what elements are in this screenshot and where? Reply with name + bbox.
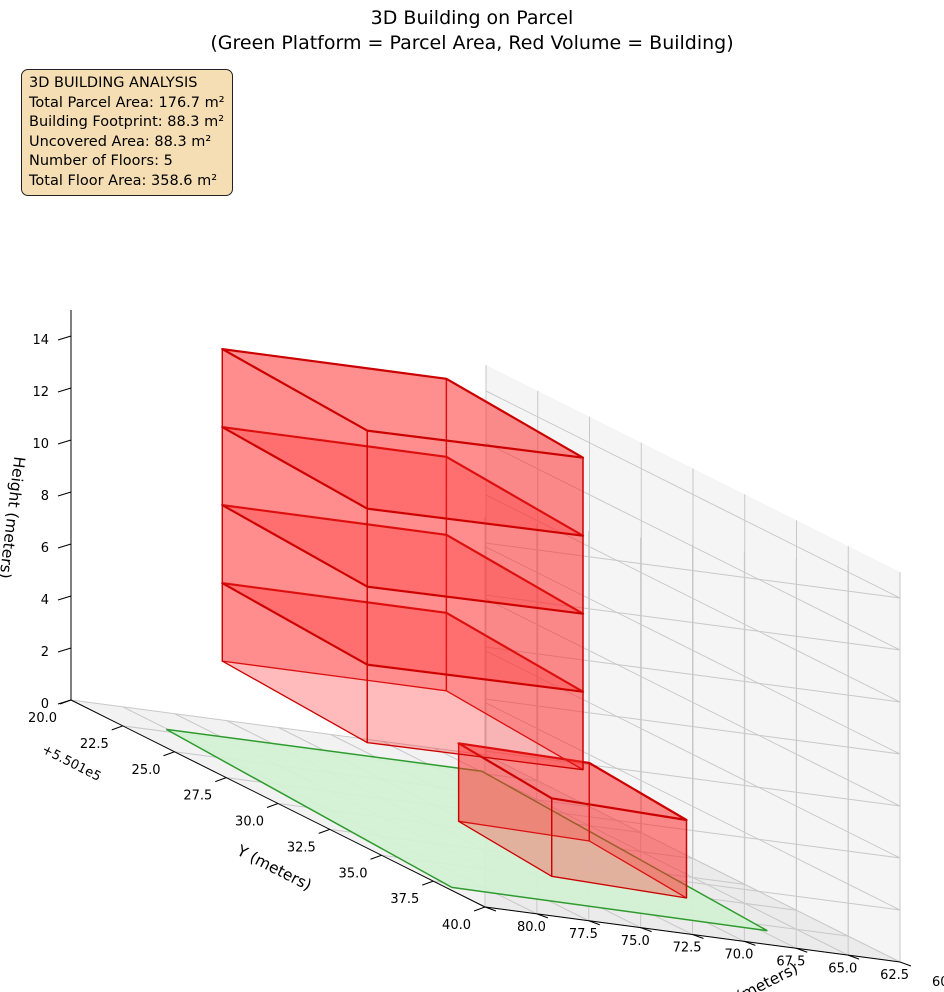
building-floor-2: [221, 581, 585, 771]
y-tick-mark: [111, 725, 123, 731]
y-tick-mark: [163, 751, 175, 757]
z-tick-mark: [57, 647, 72, 653]
x-tick-label: 72.5: [673, 941, 702, 956]
z-tick-mark: [57, 335, 72, 341]
y-tick-label: 35.0: [339, 866, 368, 881]
x-tick-mark: [484, 906, 497, 912]
building-floor-3: [221, 504, 585, 693]
data-marks: [165, 348, 768, 932]
z-tick-mark: [57, 595, 72, 601]
floor-top-face: [221, 348, 585, 459]
y-tick-mark: [59, 699, 72, 705]
y-tick-label: 20.0: [28, 711, 57, 726]
analysis-line-floor-area: Total Floor Area: 358.6 m²: [29, 172, 218, 189]
x-axis-label: X (meters): [719, 959, 801, 992]
x-tick-mark: [588, 920, 600, 926]
analysis-line-footprint: Building Footprint: 88.3 m²: [29, 114, 225, 131]
grid-line-z: [484, 546, 901, 755]
x-tick-mark: [640, 927, 652, 933]
grid-line-z: [484, 598, 901, 807]
chart-title: 3D Building on Parcel (Green Platform = …: [0, 6, 944, 56]
grid-line-z: [484, 390, 901, 599]
chart-title-line-1: 3D Building on Parcel: [370, 7, 574, 29]
x-tick-label: 80.0: [517, 920, 546, 935]
building-floor-1: [457, 742, 688, 899]
z-tick-label: 8: [41, 489, 49, 504]
parcel-platform: [165, 728, 768, 932]
grid-line-z: [484, 650, 901, 859]
x-tick-mark: [899, 961, 912, 967]
y-tick-label: 40.0: [442, 918, 471, 933]
building-floor-4: [221, 426, 585, 615]
x-tick-mark: [796, 947, 808, 953]
y-tick-label: 30.0: [235, 815, 264, 830]
z-tick-label: 12: [32, 385, 49, 400]
y-tick-label: 22.5: [80, 737, 109, 752]
z-tick-label: 10: [32, 437, 49, 452]
y-tick-mark: [370, 854, 382, 860]
x-tick-label: 62.5: [880, 968, 909, 983]
x-tick-mark: [847, 954, 860, 960]
analysis-heading: 3D BUILDING ANALYSIS: [29, 75, 198, 91]
z-tick-label: 2: [41, 645, 49, 660]
y-tick-mark: [215, 777, 227, 783]
y-tick-label: 27.5: [183, 789, 212, 804]
building-analysis-box: 3D BUILDING ANALYSIS Total Parcel Area: …: [21, 69, 233, 196]
grid-line-y: [70, 699, 487, 756]
chart-subtitle: (Green Platform = Parcel Area, Red Volum…: [210, 32, 734, 54]
x-tick-label: 60.0: [932, 975, 944, 990]
z-tick-label: 4: [41, 593, 49, 608]
z-tick-label: 6: [41, 541, 49, 556]
z-tick-mark: [57, 543, 72, 549]
building-floor-5: [221, 348, 585, 537]
x-tick-mark: [744, 940, 756, 946]
x-tick-label: 77.5: [569, 927, 598, 942]
y-tick-mark: [318, 828, 330, 834]
analysis-line-parcel-area: Total Parcel Area: 176.7 m²: [29, 94, 225, 111]
x-tick-label: 70.0: [725, 948, 754, 963]
x-tick-mark: [536, 913, 549, 919]
y-tick-label: 25.0: [132, 763, 161, 778]
z-tick-mark: [57, 439, 72, 445]
grid-line-z: [484, 494, 901, 703]
analysis-line-floors: Number of Floors: 5: [29, 153, 173, 170]
x-tick-mark: [692, 934, 704, 939]
grid-line-z: [484, 442, 901, 651]
floor-top-face: [457, 742, 688, 822]
y-tick-mark: [266, 803, 279, 808]
analysis-line-uncovered: Uncovered Area: 88.3 m²: [29, 133, 212, 150]
y-tick-mark: [473, 906, 486, 912]
x-tick-label: 65.0: [828, 961, 857, 976]
z-tick-mark: [57, 491, 72, 497]
x-tick-label: 67.5: [776, 954, 805, 969]
z-tick-mark: [57, 387, 72, 393]
axis-lines: [57, 310, 912, 967]
y-tick-label: 32.5: [287, 840, 316, 855]
y-tick-mark: [422, 880, 434, 886]
x-tick-label: 75.0: [621, 934, 650, 949]
y-tick-label: 37.5: [390, 892, 419, 907]
z-tick-label: 14: [32, 333, 49, 348]
z-tick-label: 0: [41, 697, 49, 712]
z-axis-label: Height (meters): [0, 455, 28, 579]
